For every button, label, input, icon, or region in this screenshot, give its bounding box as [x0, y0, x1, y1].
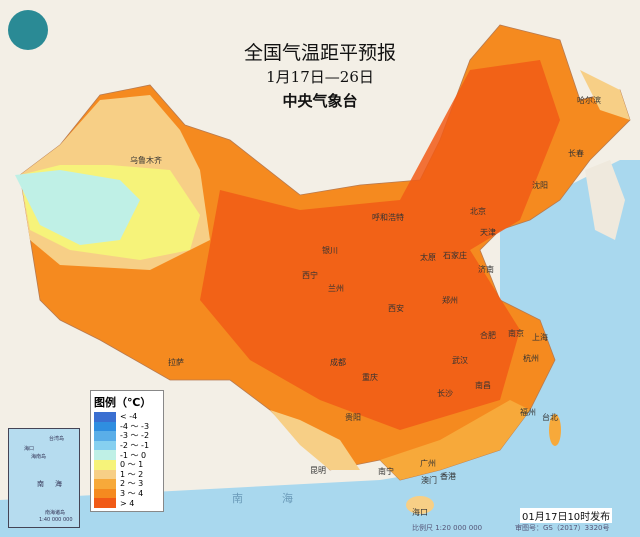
legend-label: 0 ～ 1 — [120, 460, 144, 470]
city-label: 济南 — [478, 265, 494, 274]
city-label: 哈尔滨 — [577, 96, 601, 105]
legend-item: > 4 — [94, 498, 160, 508]
legend-label: 3 ～ 4 — [120, 489, 144, 499]
legend-label: -1 ～ 0 — [120, 450, 147, 460]
legend-swatch — [94, 440, 116, 451]
city-label: 天津 — [480, 228, 496, 237]
city-label: 海口 — [412, 508, 428, 517]
scale-text: 比例尺 1:20 000 000 — [412, 524, 483, 532]
city-label: 石家庄 — [443, 251, 467, 260]
legend-label: -3 ～ -2 — [120, 431, 150, 441]
warm-core — [200, 60, 560, 430]
legend-swatch — [94, 421, 116, 432]
issued-time: 01月17日10时发布 — [520, 508, 613, 523]
city-label: 杭州 — [523, 354, 539, 363]
city-label: 昆明 — [310, 466, 326, 475]
legend-swatch — [94, 459, 116, 470]
legend-item: 3 ～ 4 — [94, 488, 160, 499]
legend-swatch — [94, 469, 116, 480]
legend-swatch — [94, 450, 116, 460]
legend-swatch — [94, 479, 116, 489]
legend-label: < -4 — [120, 412, 138, 422]
legend-swatch — [94, 412, 116, 422]
legend-swatch — [94, 431, 116, 441]
city-label: 乌鲁木齐 — [130, 156, 162, 165]
legend-label: 2 ～ 3 — [120, 479, 144, 489]
korea-japan-land — [585, 160, 625, 240]
city-label: 广州 — [420, 459, 436, 468]
city-label: 合肥 — [480, 331, 496, 340]
approval-number: 审图号：GS（2017）3320号 — [515, 524, 610, 532]
city-label: 重庆 — [362, 373, 378, 382]
legend-swatch — [94, 498, 116, 508]
city-label: 长春 — [568, 149, 584, 158]
inset-label: 海南岛 — [31, 454, 47, 460]
legend-label: -4 ～ -3 — [120, 421, 150, 431]
city-label: 南昌 — [475, 381, 491, 390]
city-label: 台北 — [542, 413, 558, 422]
legend-label: -2 ～ -1 — [120, 441, 150, 451]
city-label: 上海 — [532, 333, 548, 342]
city-label: 北京 — [470, 207, 486, 216]
city-label: 沈阳 — [532, 181, 548, 190]
city-label: 郑州 — [442, 296, 458, 305]
legend-item: 1 ～ 2 — [94, 469, 160, 480]
legend-item: < -4 — [94, 412, 160, 422]
city-label: 香港 — [440, 472, 456, 481]
city-label: 西宁 — [302, 271, 318, 280]
yunnan-mild — [270, 410, 360, 470]
inset-label: 南海诸岛 — [45, 510, 66, 516]
sea-label: 海 — [282, 492, 293, 505]
legend-item: -4 ～ -3 — [94, 421, 160, 432]
south-china-sea-inset: 台湾岛 海口 海南岛 南 海 南海诸岛 1:40 000 000 — [8, 428, 80, 528]
inset-scale: 1:40 000 000 — [39, 517, 73, 523]
xinjiang-cold — [15, 170, 140, 245]
legend-item: -1 ～ 0 — [94, 450, 160, 460]
legend-title: 图例（℃） — [94, 396, 152, 409]
city-label: 太原 — [420, 253, 436, 262]
legend-item: -3 ～ -2 — [94, 431, 160, 441]
city-label: 南宁 — [378, 467, 394, 476]
city-label: 成都 — [330, 358, 346, 367]
legend-item: 2 ～ 3 — [94, 479, 160, 489]
city-label: 长沙 — [437, 389, 453, 398]
city-label: 银川 — [322, 246, 338, 255]
city-label: 贵阳 — [345, 413, 361, 422]
city-label: 呼和浩特 — [372, 213, 404, 222]
inset-label: 台湾岛 — [49, 436, 65, 442]
sea-label: 南 — [232, 492, 243, 505]
hainan-island — [406, 496, 434, 514]
map-title: 全国气温距平预报 — [243, 42, 396, 64]
legend-item: 0 ～ 1 — [94, 459, 160, 470]
city-label: 拉萨 — [168, 358, 184, 367]
south-coast-mild — [380, 400, 530, 480]
legend-item: -2 ～ -1 — [94, 440, 160, 451]
city-label: 西安 — [388, 304, 404, 313]
inset-label: 海 — [55, 480, 62, 488]
city-label: 澳门 — [421, 476, 437, 485]
forecast-period: 1月17日—26日 — [266, 68, 374, 86]
legend-swatch — [94, 488, 116, 499]
legend-label: > 4 — [120, 498, 135, 508]
city-label: 武汉 — [452, 356, 468, 365]
northeast-tip — [580, 70, 630, 120]
city-label: 兰州 — [328, 284, 344, 293]
city-label: 南京 — [508, 329, 524, 338]
cma-logo — [8, 10, 48, 50]
inset-label: 南 — [37, 480, 44, 488]
issuer: 中央气象台 — [282, 92, 358, 110]
inset-label: 海口 — [24, 446, 35, 452]
city-label: 福州 — [520, 408, 536, 417]
taiwan-island — [549, 414, 561, 446]
legend-label: 1 ～ 2 — [120, 469, 144, 479]
